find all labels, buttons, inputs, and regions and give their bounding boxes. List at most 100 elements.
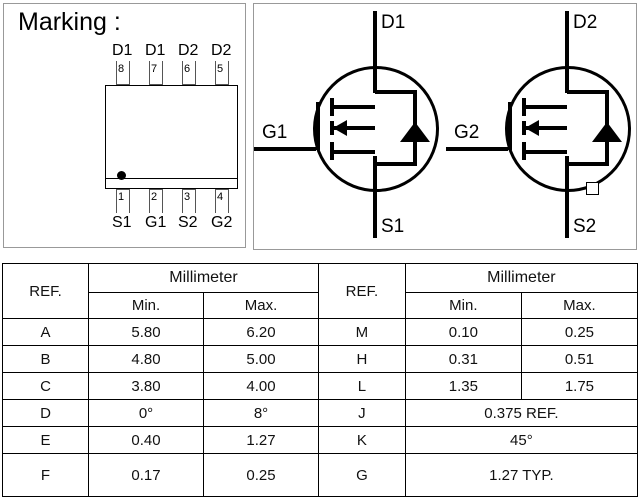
cell-min: 3.80 [88,372,204,400]
symbol-source-label-1: S1 [381,216,405,237]
gate-bar-2 [508,102,512,150]
pin-number-3: 3 [184,191,191,203]
body-arrow-1 [333,120,347,136]
cell-ref: H [318,345,406,373]
table-row: L 1.35 1.75 [318,372,639,400]
drain-connect-2 [525,105,567,109]
symbol-gate-label-1: G1 [262,122,288,143]
pin-signal-label-6: D2 [178,42,199,59]
cell-max: 0.51 [520,345,639,373]
table-row: C 3.80 4.00 [2,372,320,400]
pin-signal-label-3: S2 [178,214,198,231]
cell-value-span: 1.27 TYP. [404,453,639,497]
dimension-table-left-grid: REF. Millimeter Min. Max. A 5.80 6.20 B … [2,263,320,497]
table-row: K 45° [318,426,639,454]
table-header-row-2: Min. Max. [3,292,320,319]
cell-max: 8° [202,399,320,427]
symbol-drain-label-1: D1 [381,12,406,33]
cell-min: 4.80 [88,345,204,373]
pin-one-dot-icon [117,171,126,180]
source-lead-2 [565,156,569,238]
cell-max: 4.00 [202,372,320,400]
package-pin-6 [182,61,196,85]
table-header-row-2: Min. Max. [319,292,639,319]
gate-lead-2 [446,147,508,151]
package-body [105,85,238,179]
diode-bottom-wire-2 [567,162,609,166]
channel-seg-top-1 [330,98,334,116]
cell-ref: D [2,399,89,427]
channel-seg-top-2 [522,98,526,116]
dimension-table-right: REF. Millimeter Min. Max. M 0.10 0.25 H … [318,263,639,497]
marking-title: Marking : [18,8,121,36]
diode-top-wire-1 [375,90,417,94]
pin-number-8: 8 [118,63,125,75]
cell-ref: G [318,453,406,497]
body-stem-2 [525,126,567,130]
drain-lead-1 [373,11,377,93]
pin-signal-label-2: G1 [145,214,167,231]
schematic-symbol-panel: D1 G1 S1 D2 G2 S2 [253,3,637,250]
package-pin-3 [182,189,196,213]
pin-number-4: 4 [217,191,224,203]
cell-ref: L [318,372,406,400]
drain-lead-2 [565,11,569,93]
cell-max: 0.25 [202,453,320,497]
table-row: A 5.80 6.20 [2,318,320,346]
body-arrow-2 [525,120,539,136]
header-ref: REF. [318,263,406,319]
package-pin-1 [116,189,130,213]
cell-min: 1.35 [404,372,522,400]
pin-number-2: 2 [151,191,158,203]
symbol-source-label-2: S2 [573,216,597,237]
diode-triangle-2 [592,122,622,142]
table-header-row-1: REF. Millimeter [318,263,639,319]
cell-max: 5.00 [202,345,320,373]
pin-signal-label-4: G2 [211,214,233,231]
source-connect-1 [333,150,375,154]
diode-triangle-1 [400,122,430,142]
diode-bottom-wire-1 [375,162,417,166]
package-body-lower-strip [105,178,238,189]
marking-panel: Marking : 8 7 6 5 D1 D1 D2 D2 1 2 3 4 S1… [3,3,246,248]
pin-signal-label-8: D1 [112,42,133,59]
cell-min: 0.40 [88,426,204,454]
cell-ref: B [2,345,89,373]
header-max: Max. [202,292,320,319]
package-pin-8 [116,61,130,85]
header-millimeter: Millimeter [404,263,639,293]
cell-ref: F [2,453,89,497]
table-row: G 1.27 TYP. [318,453,639,497]
dimension-table-left: REF. Millimeter Min. Max. A 5.80 6.20 B … [2,263,320,497]
table-row: B 4.80 5.00 [2,345,320,373]
dimension-tables: REF. Millimeter Min. Max. A 5.80 6.20 B … [2,263,639,497]
table-row: J 0.375 REF. [318,399,639,427]
channel-seg-mid-1 [330,121,334,135]
header-ref: REF. [2,263,89,319]
cell-ref: K [318,426,406,454]
cell-max: 0.25 [520,318,639,346]
cell-max: 6.20 [202,318,320,346]
package-pin-4 [215,189,229,213]
cell-max: 1.75 [520,372,639,400]
header-min: Min. [88,292,204,319]
pin-number-7: 7 [151,63,158,75]
table-row: M 0.10 0.25 [318,318,639,346]
package-pin-2 [149,189,163,213]
table-row: F 0.17 0.25 [2,453,320,497]
cell-min: 0.17 [88,453,204,497]
symbol-notch-marker-2 [586,182,599,195]
pin-number-6: 6 [184,63,191,75]
table-row: E 0.40 1.27 [2,426,320,454]
source-connect-2 [525,150,567,154]
channel-seg-bot-1 [330,142,334,160]
cell-ref: E [2,426,89,454]
header-millimeter: Millimeter [87,263,320,293]
header-min: Min. [404,292,522,319]
package-outline-drawing: 8 7 6 5 D1 D1 D2 D2 1 2 3 4 S1 G1 S2 G2 [4,4,247,249]
cell-min: 0° [88,399,204,427]
cell-min: 0.10 [404,318,522,346]
gate-lead-1 [254,147,316,151]
table-row: D 0° 8° [2,399,320,427]
symbol-drain-label-2: D2 [573,12,598,33]
